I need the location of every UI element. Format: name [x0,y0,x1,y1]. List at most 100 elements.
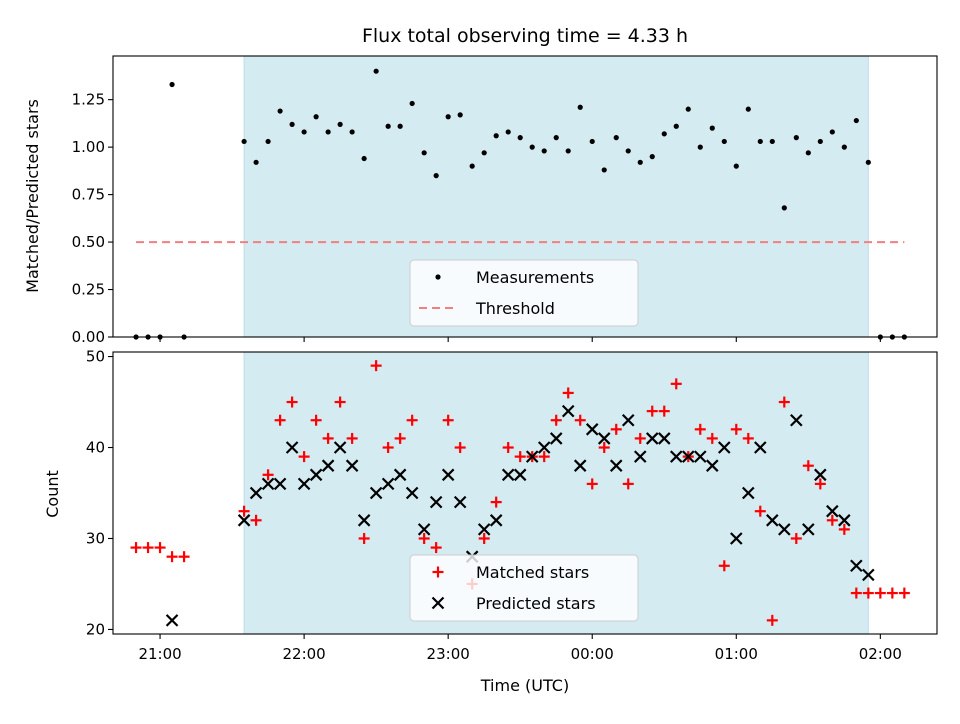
bottom-predicted-stars-point-40-b [705,459,719,472]
bottom-matched-stars-point-20 [418,532,430,544]
bottom-predicted-stars-point-1-b [237,514,251,527]
bottom-predicted-stars-point-50-b [826,504,839,518]
bottom-matched-stars-point-1 [142,542,154,554]
bottom-predicted-stars-point-1 [237,514,251,527]
top-measurements-point-50 [793,135,799,141]
bottom-predicted-stars-point-28-b [561,404,575,418]
bottom-matched-stars-point-15 [358,532,370,544]
bottom-predicted-stars-point-19 [453,495,467,509]
bottom-axes-frame [112,351,938,635]
bottom-matched-stars-point-22 [442,414,454,426]
top-series-outlier [169,81,175,88]
bottom-matched-stars-point-50 [778,396,790,408]
bottom-predicted-stars-point-3 [261,477,275,491]
top-measurements-point-35 [613,135,619,141]
bottom-predicted-stars-point-17 [429,495,443,509]
bottom-matched-stars-point-41 [670,378,682,390]
top-measurements-point-55 [853,117,859,124]
top-measurements-point-41 [685,106,691,112]
bottom-predicted-stars-point-38-b [681,450,695,463]
bottom-matched-stars-point-40 [658,405,670,417]
bottom-predicted-stars-point-18-b [441,468,455,482]
top-y-tick-label-4: 1.00 [72,138,105,156]
bottom-predicted-stars-point-42 [730,532,743,545]
top-measurements-point-47 [757,138,763,145]
bottom-matched-stars-point-47 [742,432,754,444]
top-measurements-point-6 [265,138,271,145]
bottom-predicted-stars-point-13 [381,477,395,491]
bottom-matched-stars-point-56 [850,587,862,599]
top-measurements-point-20 [433,173,439,179]
bottom-predicted-stars-point-6 [297,477,311,491]
bottom-predicted-stars-point-27 [549,432,563,445]
top-measurements-point-31 [565,148,571,154]
bottom-predicted-stars-point-13-b [381,477,395,491]
bottom-matched-stars-point-39 [646,405,658,417]
bottom-matched-stars-point-43 [694,423,706,435]
bottom-predicted-stars-point-4-b [273,477,287,491]
top-axes-frame [112,55,938,338]
bottom-matched-stars-point-16 [370,360,382,372]
bottom-predicted-stars-point-9-b [333,441,347,454]
bottom-matched-stars-point-57 [862,587,874,599]
bottom-legend-label-1: Predicted stars [476,594,596,613]
top-measurements-point-54 [841,144,847,150]
x-tick-label-5: 02:00 [859,645,902,663]
bottom-matched-stars-point-27 [502,442,514,454]
bottom-predicted-stars-point-41-b [717,441,731,454]
bottom-predicted-stars-point-34 [633,450,647,463]
bottom-matched-stars-point-44 [706,432,718,444]
bottom-predicted-stars-point-51 [838,514,851,527]
bottom-predicted-stars-point-28 [561,404,575,418]
chart-title: Flux total observing time = 4.33 h [362,25,688,47]
bottom-predicted-stars-point-23-b [501,468,515,482]
top-measurements-point-29 [541,148,547,154]
bottom-predicted-stars-point-51-b [838,514,851,527]
top-measurements-point-15 [373,68,379,74]
bottom-predicted-stars-point-41 [717,441,731,454]
bottom-predicted-stars-point-52 [850,559,863,573]
bottom-predicted-stars-point-8-b [321,459,335,472]
bottom-predicted-stars-point-8 [321,459,335,472]
bottom-predicted-stars-point-12 [369,486,383,500]
bottom-predicted-stars-point-19-b [453,495,467,509]
bottom-predicted-stars-point-48-b [802,523,815,536]
top-measurements-point-39 [661,131,667,137]
bottom-predicted-stars-point-49 [814,468,827,482]
bottom-matched-stars-point-4 [178,551,190,563]
bottom-predicted-stars-point-53 [862,568,875,582]
top-measurements-point-17 [397,123,403,129]
bottom-predicted-stars-point-15 [405,486,419,500]
bottom-matched-stars-point-26 [490,496,502,508]
bottom-predicted-stars-point-24-b [513,468,527,482]
bottom-predicted-stars-point-40 [705,459,719,472]
bottom-series-matched-stars [130,360,910,626]
bottom-predicted-stars-point-42-b [730,532,743,545]
bottom-predicted-stars-point-48 [802,523,815,536]
bottom-predicted-stars-point-32-b [609,459,623,472]
top-y-tick-label-5: 1.25 [72,91,105,109]
bottom-predicted-stars-point-46-b [778,523,791,536]
bottom-matched-stars-point-45 [718,560,730,572]
top-measurements-point-18 [409,100,415,107]
bottom-matched-stars-point-49 [766,614,778,626]
bottom-matched-stars-point-19 [406,414,418,426]
bottom-matched-stars-point-48 [754,505,766,517]
bottom-predicted-stars-point-43 [742,486,755,500]
bottom-matched-stars-point-0 [130,542,142,554]
bottom-matched-stars-point-12 [322,432,334,444]
bottom-matched-stars-point-18 [394,432,406,444]
bottom-matched-stars-point-52 [802,460,814,472]
bottom-legend-box [409,554,639,622]
top-measurements-point-28 [529,144,535,150]
top-measurements-point-7 [277,108,283,114]
top-measurements-point-43 [709,125,715,131]
bottom-predicted-stars-point-30-b [585,423,599,436]
top-y-tick-label-1: 0.25 [72,281,105,299]
top-measurements-point-56 [865,159,871,165]
bottom-predicted-stars-point-33 [621,413,635,427]
bottom-predicted-stars-point-22 [489,514,503,527]
top-measurements-point-23 [469,163,475,169]
x-tick-label-3: 00:00 [571,645,614,663]
bottom-predicted-stars-point-31 [597,432,611,445]
